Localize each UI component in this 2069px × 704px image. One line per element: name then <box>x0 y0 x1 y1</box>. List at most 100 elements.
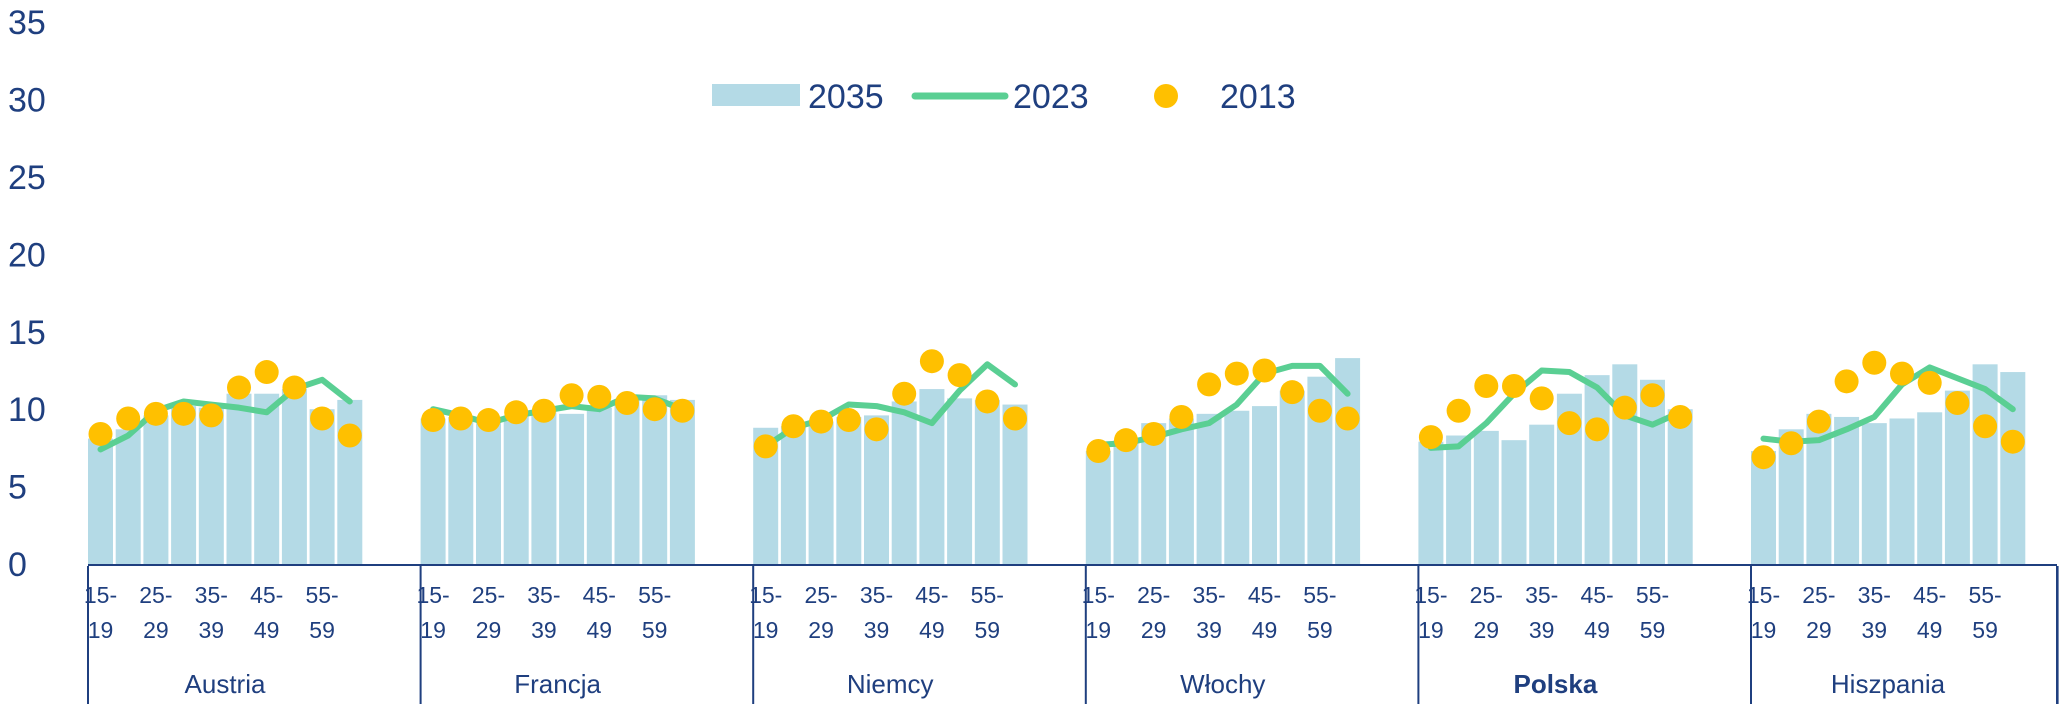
dot-2013 <box>753 434 778 459</box>
line-2023-francja <box>430 393 686 427</box>
x-tick-label: 45- <box>1913 582 1946 608</box>
dot-2013 <box>642 397 667 422</box>
x-tick-label: 25- <box>1137 582 1170 608</box>
bar-2035 <box>1529 424 1555 564</box>
bar-2035 <box>309 409 335 564</box>
dot-2013 <box>892 381 917 406</box>
line-2023-austria <box>97 376 353 453</box>
bar-2035 <box>88 438 113 564</box>
x-tick-label: 39 <box>1862 617 1888 643</box>
x-tick-label: 49 <box>587 617 613 643</box>
bar-2035 <box>891 401 917 564</box>
x-tick-label: 45- <box>250 582 283 608</box>
dot-2013 <box>1169 404 1194 429</box>
dot-2013 <box>836 408 861 433</box>
x-tick-label: 39 <box>1529 617 1555 643</box>
dot-2013 <box>1806 409 1831 434</box>
dot-2013 <box>670 398 695 423</box>
country-label: Francja <box>514 669 601 699</box>
x-tick-label: 55- <box>638 582 671 608</box>
dot-2013 <box>1612 395 1637 420</box>
x-tick-label: 45- <box>1580 582 1613 608</box>
x-tick-label: 15- <box>1082 582 1115 608</box>
x-tick-label: 35- <box>1858 582 1891 608</box>
dot-2013 <box>1751 445 1776 470</box>
bar-2035 <box>669 399 695 564</box>
x-tick-label: 49 <box>254 617 280 643</box>
legend-label-2023: 2023 <box>1013 78 1089 116</box>
dot-2013 <box>1307 398 1332 423</box>
country-label: Polska <box>1513 669 1597 699</box>
dot-2013 <box>1446 398 1471 423</box>
bar-2035 <box>1446 435 1472 564</box>
bar-2035 <box>1418 441 1444 564</box>
y-tick-label: 0 <box>8 546 27 584</box>
x-tick-label: 45- <box>915 582 948 608</box>
x-tick-label: 55- <box>1636 582 1669 608</box>
bar-2035 <box>254 393 280 564</box>
dot-2013 <box>2000 429 2025 454</box>
x-tick-label: 49 <box>1252 617 1278 643</box>
x-tick-label: 29 <box>1474 617 1500 643</box>
dot-2013 <box>809 409 834 434</box>
x-tick-label: 55- <box>1303 582 1336 608</box>
bars-2035 <box>88 358 2026 564</box>
line-2023-hiszpania <box>1760 364 2016 445</box>
dot-2013 <box>1834 369 1859 394</box>
legend-swatch-2013 <box>1154 84 1178 108</box>
bar-2035 <box>808 421 834 564</box>
bar-2035 <box>947 398 973 564</box>
country-label: Włochy <box>1180 669 1265 699</box>
x-tick-label: 15- <box>749 582 782 608</box>
bar-2035 <box>1473 430 1499 564</box>
x-tick-label: 19 <box>753 617 779 643</box>
bar-2035 <box>1944 390 1970 564</box>
country-label: Hiszpania <box>1831 669 1946 699</box>
x-tick-label: 49 <box>1917 617 1943 643</box>
x-tick-label: 15- <box>1414 582 1447 608</box>
x-tick-label: 35- <box>527 582 560 608</box>
dot-2013 <box>1280 380 1305 405</box>
x-tick-label: 19 <box>1086 617 1112 643</box>
line-2023-włochy <box>1095 362 1351 448</box>
dot-2013 <box>1945 391 1970 416</box>
x-tick-label: 39 <box>531 617 557 643</box>
dot-2013 <box>1335 406 1360 431</box>
x-tick-label: 55- <box>305 582 338 608</box>
bar-2035 <box>1667 409 1693 564</box>
x-tick-label: 35- <box>860 582 893 608</box>
x-tick-label: 55- <box>1968 582 2001 608</box>
dot-2013 <box>1973 414 1998 439</box>
bar-2035 <box>614 399 640 564</box>
bar-2035 <box>171 406 197 564</box>
x-tick-label: 19 <box>420 617 446 643</box>
x-tick-label: 25- <box>804 582 837 608</box>
x-tick-label: 39 <box>1196 617 1222 643</box>
x-tick-label: 59 <box>1972 617 1998 643</box>
x-tick-label: 15- <box>1747 582 1780 608</box>
dots-2013 <box>88 349 2025 470</box>
dot-2013 <box>1141 421 1166 446</box>
dot-2013 <box>1668 404 1693 429</box>
x-tick-label: 39 <box>199 617 225 643</box>
bar-2035 <box>1751 450 1776 564</box>
legend-label-2013: 2013 <box>1220 78 1296 116</box>
dot-2013 <box>448 406 473 431</box>
dot-2013 <box>1779 431 1804 456</box>
bar-2035 <box>1113 440 1139 564</box>
bar-2035 <box>780 426 806 564</box>
lines-2023 <box>97 361 2016 453</box>
bar-2035 <box>1861 423 1887 564</box>
x-tick-label: 45- <box>583 582 616 608</box>
bar-2035 <box>1612 364 1638 564</box>
dot-2013 <box>919 349 944 374</box>
dot-2013 <box>864 417 889 442</box>
dot-2013 <box>1086 438 1111 463</box>
dot-2013 <box>310 406 335 431</box>
dot-2013 <box>1862 350 1887 375</box>
country-label: Austria <box>185 669 266 699</box>
bar-2035 <box>586 407 612 564</box>
bar-2035 <box>1085 450 1111 564</box>
dot-2013 <box>199 403 224 428</box>
bar-2035 <box>115 429 141 564</box>
